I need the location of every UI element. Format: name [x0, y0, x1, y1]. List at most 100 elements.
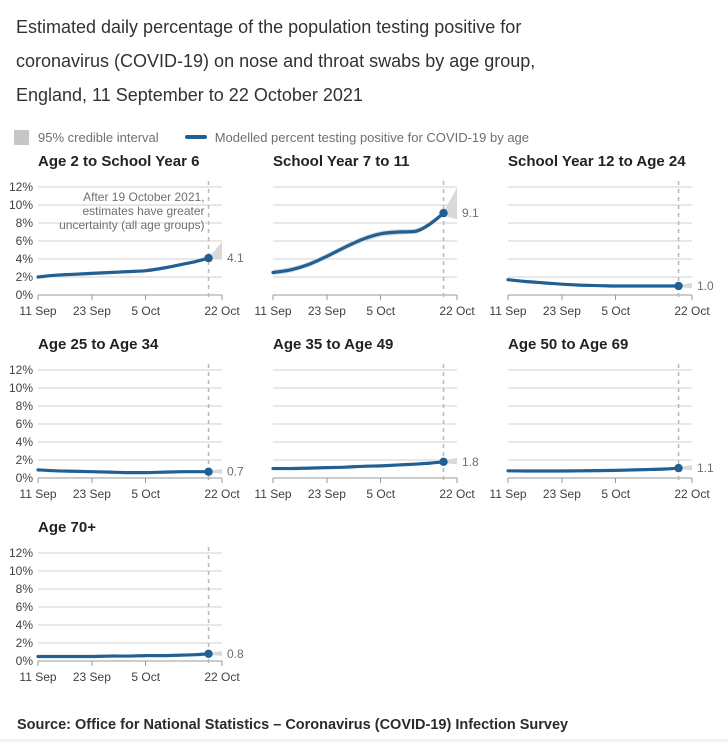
title-line-1: Estimated daily percentage of the popula… [16, 17, 522, 37]
chart-main-title: Estimated daily percentage of the popula… [0, 0, 728, 112]
y-tick-label: 6% [16, 234, 34, 248]
y-tick-label: 0% [16, 288, 34, 302]
chart-age-70-plus: Age 70+ 0% 2% 4% 6% 8% 10% 12% 11 Sep 23 Sep 5 Oct… [0, 518, 244, 693]
x-tick-label: 22 Oct [204, 670, 240, 684]
y-tick-label: 10% [9, 564, 33, 578]
y-tick-label: 2% [16, 636, 34, 650]
end-value-label: 0.7 [227, 465, 244, 479]
end-point-dot [204, 253, 213, 263]
annotation-text: After 19 October 2021, [83, 190, 204, 204]
x-tick-label: 23 Sep [73, 487, 111, 501]
y-tick-label: 2% [16, 270, 34, 284]
x-tick-label: 23 Sep [308, 304, 346, 318]
chart-title: School Year 7 to 11 [273, 153, 410, 170]
chart-age-35-to-age-49: Age 35 to Age 49 11 Sep 23 Sep 5 Oct 22 Oct 1… [235, 335, 479, 510]
x-tick-label: 23 Sep [73, 304, 111, 318]
end-value-label: 4.1 [227, 251, 244, 265]
x-tick-label: 5 Oct [366, 304, 395, 318]
chart-title: School Year 12 to Age 24 [508, 153, 686, 170]
chart-school-year-7-to-11: School Year 7 to 11 11 Sep 23 Sep 5 Oct 22 O… [235, 152, 479, 327]
end-value-label: 9.1 [462, 206, 479, 220]
x-tick-label: 5 Oct [131, 670, 160, 684]
annotation-text: uncertainty (all age groups) [59, 218, 204, 232]
end-point-dot [674, 463, 683, 473]
modelled-line-label: Modelled percent testing positive for CO… [214, 129, 530, 145]
end-point-dot [674, 281, 683, 291]
trend-line [271, 211, 446, 275]
small-multiples-grid: Age 2 to School Year 6 0% 2% 4% 6% 8% 10% 12% 11… [0, 152, 728, 693]
chart-title: Age 50 to Age 69 [508, 336, 629, 353]
trend-line [506, 278, 681, 288]
chart-plot: 0% 2% 4% 6% 8% 10% 12% 11 Sep 23 Sep 5 Oct 22 Oct 4… [9, 180, 244, 318]
x-tick-label: 5 Oct [131, 304, 160, 318]
chart-school-year-12-to-age-24: School Year 12 to Age 24 11 Sep 23 Sep 5 Oc… [470, 152, 714, 327]
y-tick-label: 8% [16, 216, 34, 230]
credible-interval-label: 95% credible interval [38, 129, 159, 145]
y-tick-label: 6% [16, 417, 34, 431]
x-tick-label: 22 Oct [439, 487, 475, 501]
trend-line [506, 466, 681, 473]
credible-interval-band [273, 187, 457, 276]
y-tick-label: 12% [9, 546, 33, 560]
annotation-text: estimates have greater [82, 204, 204, 218]
x-tick-label: 23 Sep [543, 487, 581, 501]
chart-age-2-to-school-year-6: Age 2 to School Year 6 0% 2% 4% 6% 8% 10% 12% 11… [0, 152, 244, 327]
trend-line [271, 460, 446, 471]
source-attribution: Source: Office for National Statistics –… [17, 717, 569, 733]
x-tick-label: 23 Sep [543, 304, 581, 318]
x-tick-label: 23 Sep [308, 487, 346, 501]
end-point-dot [439, 208, 448, 218]
y-tick-label: 2% [16, 453, 34, 467]
chart-age-25-to-age-34: Age 25 to Age 34 0% 2% 4% 6% 8% 10% 12% 11 Sep 23… [0, 335, 244, 510]
legend-item-credible-interval: 95% credible interval [14, 129, 159, 145]
credible-interval-swatch-icon [14, 129, 29, 145]
x-tick-label: 22 Oct [674, 304, 710, 318]
chart-plot: 11 Sep 23 Sep 5 Oct 22 Oct 1.8 [254, 364, 479, 501]
trend-line [36, 468, 211, 475]
chart-plot: 11 Sep 23 Sep 5 Oct 22 Oct 1.0 [489, 181, 714, 318]
title-line-2: coronavirus (COVID-19) on nose and throa… [16, 51, 536, 71]
legend-item-modelled-line: Modelled percent testing positive for CO… [184, 129, 530, 145]
y-tick-label: 8% [16, 582, 34, 596]
chart-title: Age 25 to Age 34 [38, 336, 159, 353]
x-tick-label: 11 Sep [19, 487, 56, 501]
bottom-divider [0, 739, 728, 742]
end-point-dot [204, 649, 213, 658]
x-tick-label: 11 Sep [254, 304, 291, 318]
x-tick-label: 11 Sep [19, 304, 56, 318]
end-point-dot [204, 467, 213, 476]
x-tick-label: 22 Oct [439, 304, 475, 318]
chart-age-50-to-age-69: Age 50 to Age 69 11 Sep 23 Sep 5 Oct 22 Oct 1… [470, 335, 714, 510]
x-tick-label: 5 Oct [366, 487, 395, 501]
chart-plot: 11 Sep 23 Sep 5 Oct 22 Oct 9.1 [254, 181, 479, 318]
x-tick-label: 5 Oct [601, 487, 630, 501]
y-tick-label: 4% [16, 618, 34, 632]
modelled-line-swatch-icon [184, 135, 207, 139]
x-tick-label: 22 Oct [204, 487, 240, 501]
end-value-label: 1.1 [697, 461, 714, 475]
y-tick-label: 12% [9, 363, 33, 377]
y-tick-label: 6% [16, 600, 34, 614]
y-tick-label: 4% [16, 252, 34, 266]
x-tick-label: 23 Sep [73, 670, 111, 684]
x-tick-label: 5 Oct [601, 304, 630, 318]
end-value-label: 0.8 [227, 647, 244, 661]
chart-plot: 0% 2% 4% 6% 8% 10% 12% 11 Sep 23 Sep 5 Oct 22 Oct 0… [9, 546, 244, 684]
x-tick-label: 22 Oct [674, 487, 710, 501]
trend-line [36, 652, 211, 659]
chart-title: Age 35 to Age 49 [273, 336, 394, 353]
end-point-dot [439, 457, 448, 466]
y-tick-label: 12% [9, 180, 33, 194]
x-tick-label: 22 Oct [204, 304, 240, 318]
y-tick-label: 8% [16, 399, 34, 413]
x-tick-label: 11 Sep [19, 670, 56, 684]
end-value-label: 1.0 [697, 279, 714, 293]
y-tick-label: 10% [9, 198, 33, 212]
title-line-3: England, 11 September to 22 October 2021 [16, 85, 363, 105]
y-tick-label: 0% [16, 471, 34, 485]
chart-title: Age 70+ [38, 519, 96, 536]
y-tick-label: 10% [9, 381, 33, 395]
chart-legend: 95% credible interval Modelled percent t… [14, 128, 728, 146]
chart-title: Age 2 to School Year 6 [38, 153, 200, 170]
